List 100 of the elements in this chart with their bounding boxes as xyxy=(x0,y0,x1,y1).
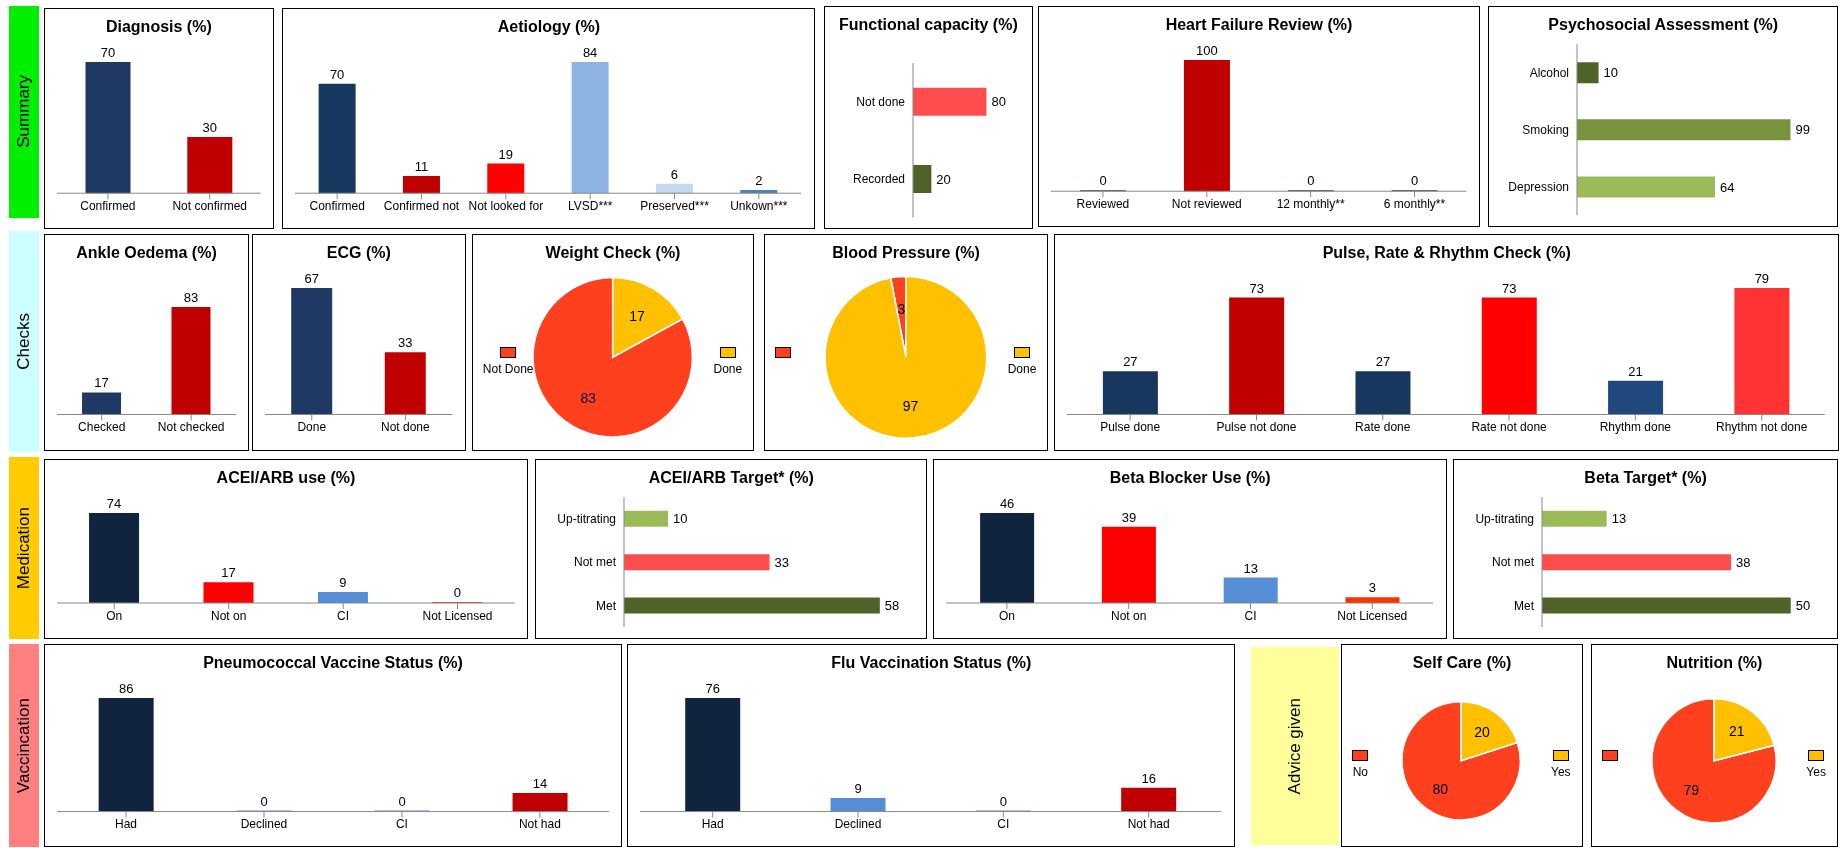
chart-title: ECG (%) xyxy=(325,243,392,264)
data-label: 80 xyxy=(991,94,1006,110)
x-tick-label: Rate done xyxy=(1355,420,1412,435)
data-label: 6 xyxy=(671,167,679,183)
data-label: 100 xyxy=(1195,42,1218,58)
x-tick-label: Confirmed xyxy=(79,198,136,213)
data-label: 27 xyxy=(1123,354,1138,370)
data-label: 58 xyxy=(885,598,900,614)
data-label: 84 xyxy=(583,45,598,61)
text: Vaccincation xyxy=(14,697,35,793)
text: Checks xyxy=(14,312,35,370)
data-label: 0 xyxy=(1099,173,1107,189)
x-tick-label: 6 monthly** xyxy=(1383,196,1446,211)
data-label: 79 xyxy=(1754,271,1770,287)
data-label: 73 xyxy=(1502,280,1517,296)
chart-title: Beta Target* (%) xyxy=(1583,467,1708,488)
data-label: 17 xyxy=(629,308,645,325)
legend-label: Yes xyxy=(1806,765,1826,780)
x-tick-label: Pulse done xyxy=(1100,420,1161,435)
legend-label: Done xyxy=(713,362,743,377)
y-tick-label: Not met xyxy=(1492,555,1535,570)
data-label: 83 xyxy=(183,290,198,306)
x-tick-label: Not confirmed xyxy=(171,198,247,213)
data-label: 99 xyxy=(1795,122,1811,138)
x-tick-label: Confirmed not xyxy=(384,198,461,213)
data-label: 83 xyxy=(580,390,597,407)
x-tick-label: Rate not done xyxy=(1471,420,1548,435)
x-tick-label: Preserved*** xyxy=(640,198,710,213)
text: Summary xyxy=(14,75,35,149)
x-tick-label: LVSD*** xyxy=(568,198,614,213)
chart-title: Functional capacity (%) xyxy=(838,14,1019,35)
x-tick-label: Had xyxy=(701,816,724,831)
data-label: 86 xyxy=(118,680,133,696)
x-tick-label: 12 monthly** xyxy=(1276,196,1345,211)
data-label: 46 xyxy=(999,495,1015,511)
chart-title: Blood Pressure (%) xyxy=(831,243,981,264)
data-label: 3 xyxy=(1368,580,1377,596)
y-tick-label: Alcohol xyxy=(1530,65,1570,80)
chart-title: ACEI/ARB Target* (%) xyxy=(647,467,815,488)
data-label: 0 xyxy=(260,793,268,809)
data-label: 97 xyxy=(902,397,919,414)
x-tick-label: CI xyxy=(1244,608,1257,623)
x-tick-label: Not reviewed xyxy=(1171,196,1242,211)
chart-title: Aetiology (%) xyxy=(496,17,601,38)
data-label: 0 xyxy=(1410,173,1419,189)
chart-title: Weight Check (%) xyxy=(544,243,682,264)
data-label: 67 xyxy=(304,271,319,287)
x-tick-label: Not on xyxy=(210,608,246,623)
x-tick-label: CI xyxy=(395,816,408,831)
chart-title: Nutrition (%) xyxy=(1665,652,1764,673)
x-tick-label: Reviewed xyxy=(1076,196,1130,211)
x-tick-label: CI xyxy=(336,608,349,623)
y-tick-label: Not met xyxy=(574,555,618,570)
data-label: 64 xyxy=(1720,179,1735,195)
x-tick-label: On xyxy=(105,608,122,623)
data-label: 13 xyxy=(1243,560,1258,576)
x-tick-label: Not Licensed xyxy=(1337,608,1408,623)
chart-title: Beta Blocker Use (%) xyxy=(1108,467,1272,488)
x-tick-label: Unkown*** xyxy=(730,198,789,213)
y-tick-label: Up-titrating xyxy=(557,511,617,526)
chart-title: Pneumococcal Vaccine Status (%) xyxy=(202,652,464,673)
data-label: 10 xyxy=(1604,65,1619,81)
y-tick-label: Depression xyxy=(1508,179,1570,194)
chart-title: Heart Failure Review (%) xyxy=(1164,14,1354,35)
data-label: 76 xyxy=(705,680,721,696)
data-label: 0 xyxy=(1306,173,1315,189)
data-label: 9 xyxy=(338,574,347,590)
data-label: 14 xyxy=(532,775,547,791)
x-tick-label: Checked xyxy=(77,420,125,435)
chart-title: Flu Vaccination Status (%) xyxy=(830,652,1033,673)
data-label: 33 xyxy=(397,335,413,351)
x-tick-label: Not looked for xyxy=(468,198,544,213)
text: Medication xyxy=(14,506,35,589)
y-tick-label: Smoking xyxy=(1522,122,1570,137)
chart-title: Ankle Oedema (%) xyxy=(75,243,218,264)
y-tick-label: Met xyxy=(596,598,618,613)
data-label: 0 xyxy=(999,793,1008,809)
chart-title: Pulse, Rate & Rhythm Check (%) xyxy=(1321,243,1572,264)
data-label: 20 xyxy=(1474,723,1491,740)
data-label: 21 xyxy=(1728,722,1745,739)
data-label: 33 xyxy=(774,554,790,570)
data-label: 17 xyxy=(220,565,236,581)
x-tick-label: On xyxy=(998,608,1015,623)
data-label: 3 xyxy=(897,301,906,318)
x-tick-label: Not done xyxy=(380,420,430,435)
x-tick-label: Confirmed xyxy=(309,198,366,213)
y-tick-label: Met xyxy=(1514,598,1535,613)
chart-title: Self Care (%) xyxy=(1411,652,1513,673)
legend-label: Yes xyxy=(1551,765,1571,780)
data-label: 21 xyxy=(1628,364,1644,380)
data-label: 17 xyxy=(93,375,109,391)
x-tick-label: CI xyxy=(997,816,1010,831)
x-tick-label: Rhythm not done xyxy=(1716,420,1808,435)
legend-label: Not Done xyxy=(482,362,534,377)
data-label: 2 xyxy=(755,173,763,189)
data-label: 13 xyxy=(1611,511,1627,527)
x-tick-label: Declined xyxy=(834,816,882,831)
data-label: 20 xyxy=(936,171,951,187)
chart-title: Psychosocial Assessment (%) xyxy=(1547,14,1780,35)
x-tick-label: Not on xyxy=(1111,608,1147,623)
